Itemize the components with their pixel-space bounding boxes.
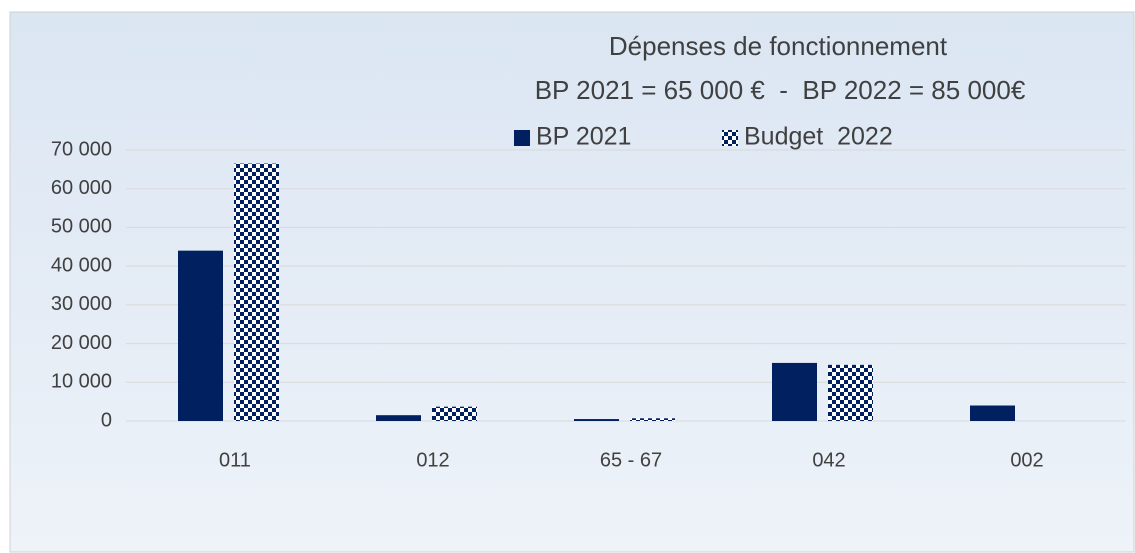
x-tick-label: 002 bbox=[1010, 449, 1043, 471]
legend-label: Budget 2022 bbox=[744, 123, 893, 151]
legend-label: BP 2021 bbox=[536, 123, 631, 151]
x-tick-label: 011 bbox=[219, 449, 251, 471]
y-tick-label: 60 000 bbox=[51, 177, 112, 199]
bar bbox=[828, 364, 873, 421]
y-tick-label: 20 000 bbox=[51, 332, 112, 354]
bar bbox=[376, 415, 421, 421]
bar bbox=[432, 406, 477, 421]
bar bbox=[772, 362, 817, 421]
bar bbox=[970, 405, 1015, 421]
y-tick-label: 30 000 bbox=[51, 293, 112, 315]
bar bbox=[178, 250, 223, 421]
y-tick-label: 40 000 bbox=[51, 254, 112, 276]
x-tick-label: 012 bbox=[416, 449, 449, 471]
chart-subtitle: BP 2021 = 65 000 € - BP 2022 = 85 000€ bbox=[535, 75, 1026, 105]
x-tick-label: 042 bbox=[812, 449, 845, 471]
legend-swatch bbox=[514, 130, 530, 146]
y-tick-label: 50 000 bbox=[51, 216, 112, 238]
bar bbox=[234, 163, 279, 422]
bar bbox=[574, 419, 619, 421]
x-tick-label: 65 - 67 bbox=[600, 449, 662, 471]
legend-swatch bbox=[722, 130, 738, 146]
y-tick-label: 10 000 bbox=[51, 371, 112, 393]
bar bbox=[630, 418, 675, 421]
y-tick-label: 0 bbox=[101, 409, 112, 431]
chart-title: Dépenses de fonctionnement bbox=[609, 31, 948, 61]
y-tick-label: 70 000 bbox=[51, 138, 112, 160]
